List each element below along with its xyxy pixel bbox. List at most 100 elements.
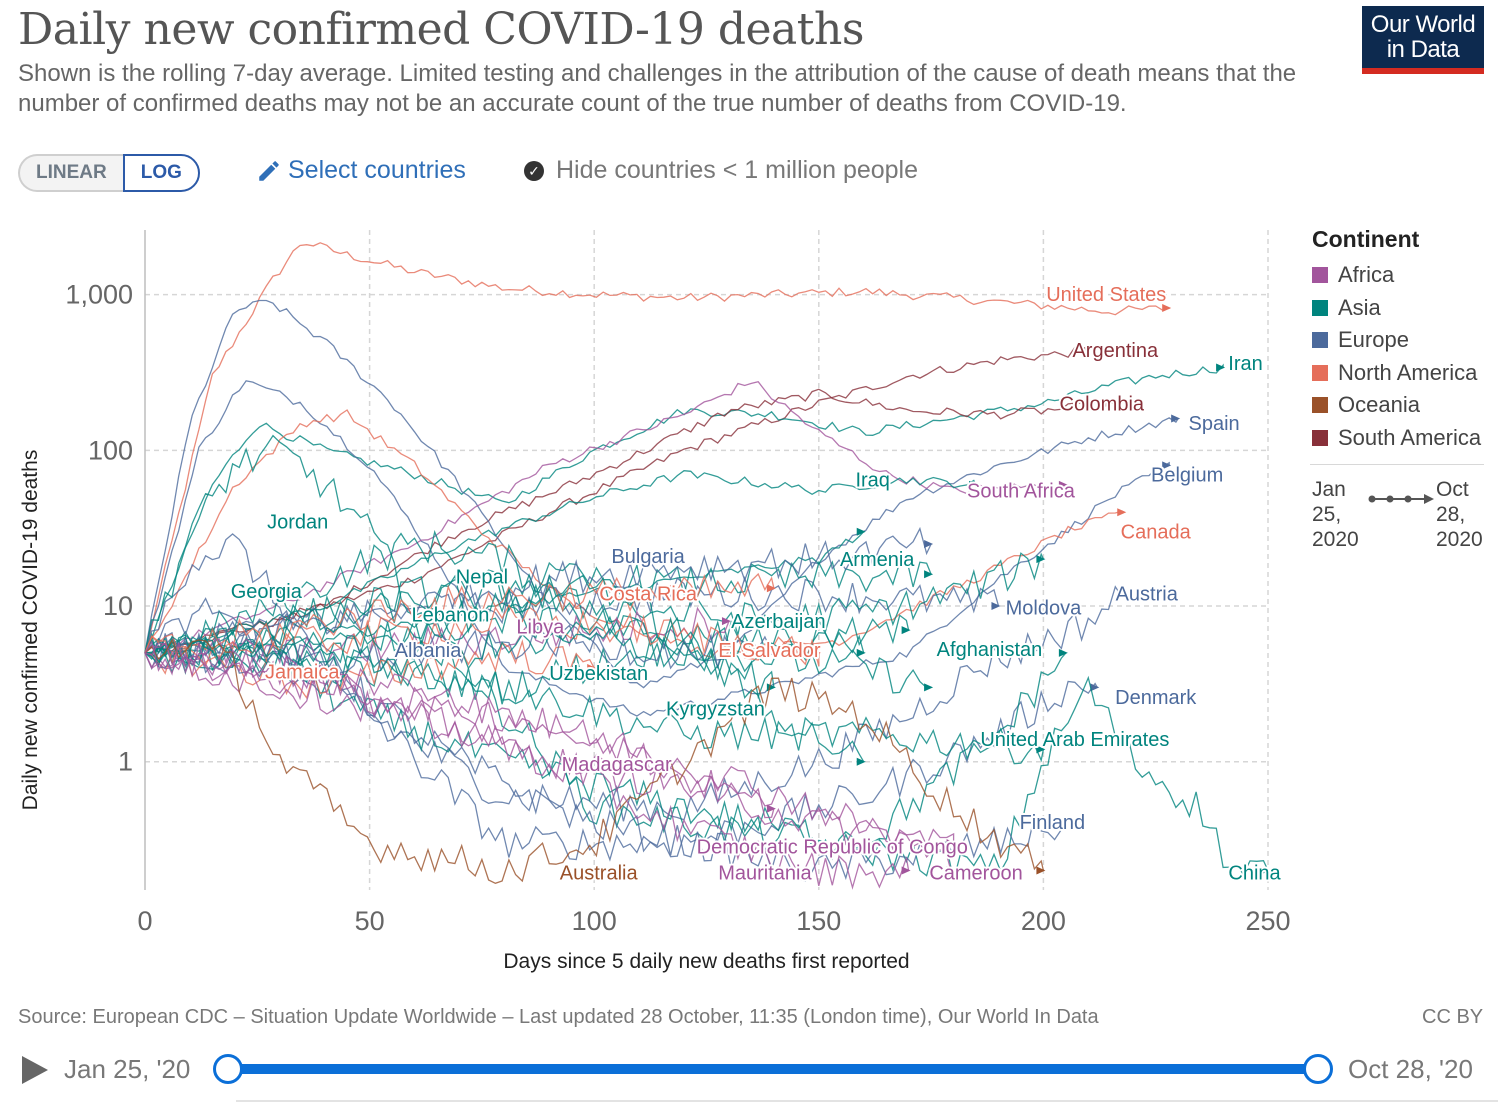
country-label-iraq: Iraq	[855, 469, 889, 491]
series-line-lebanon	[144, 614, 910, 705]
legend-swatch	[1312, 364, 1328, 381]
play-icon[interactable]	[20, 1054, 50, 1086]
series-end-marker-united-arab-emirates	[1036, 745, 1046, 754]
owid-logo[interactable]: Our World in Data	[1362, 6, 1484, 74]
country-label-argentina: Argentina	[1072, 340, 1158, 362]
legend-swatch	[1312, 429, 1328, 446]
license-link[interactable]: CC BY	[1422, 1006, 1484, 1028]
legend-label: South America	[1338, 424, 1482, 450]
series-end-marker-democratic-republic-of-congo	[946, 839, 956, 848]
logo-line-1: Our World	[1370, 11, 1476, 38]
series-end-marker-nepal	[924, 570, 934, 579]
series-line-madagascar	[144, 640, 775, 819]
series-end-marker-costa-rica	[766, 584, 776, 593]
checkbox-checked-icon[interactable]: ✓	[524, 160, 544, 181]
series-end-marker-south-africa	[1058, 480, 1068, 489]
timeline-arrow-icon	[1368, 494, 1434, 504]
series-end-marker-belgium	[1162, 461, 1172, 470]
country-label-democratic-republic-of-congo: Democratic Republic of Congo	[697, 837, 968, 859]
legend-title: Continent	[1312, 226, 1420, 252]
series-end-marker-argentina	[1081, 346, 1091, 355]
series-end-marker-libya	[721, 617, 731, 626]
series-end-marker-georgia	[1036, 555, 1046, 564]
legend: Continent Africa Asia Europe North America O…	[1310, 226, 1496, 552]
legend-swatch	[1312, 267, 1328, 284]
legend-item-north-america[interactable]: North America	[1312, 357, 1496, 390]
series-end-marker-el-salvador	[811, 648, 821, 657]
country-label-jordan: Jordan	[267, 511, 328, 533]
country-label-lebanon: Lebanon	[412, 605, 490, 627]
country-label-australia: Australia	[560, 862, 639, 884]
series-end-marker-kyrgyzstan	[856, 757, 866, 766]
country-label-denmark: Denmark	[1115, 687, 1197, 709]
series-end-marker-australia	[1036, 866, 1046, 875]
source-note[interactable]: Source: European CDC – Situation Update …	[18, 1006, 1099, 1028]
log-scale-button[interactable]: LOG	[122, 154, 200, 192]
country-label-bulgaria: Bulgaria	[611, 546, 685, 568]
country-label-albania: Albania	[395, 640, 463, 662]
logo-line-2: in Data	[1386, 36, 1460, 63]
legend-date-end-month: Oct	[1436, 478, 1469, 501]
series-end-marker-spain	[1171, 414, 1181, 423]
hide-small-countries-toggle[interactable]: ✓ Hide countries < 1 million people	[524, 156, 918, 185]
legend-label: Africa	[1338, 262, 1395, 288]
country-label-jamaica: Jamaica	[265, 661, 340, 683]
timeline-end-handle[interactable]	[1303, 1054, 1333, 1084]
series-line-south-africa	[144, 380, 1067, 656]
country-label-costa-rica: Costa Rica	[599, 584, 698, 606]
country-label-austria: Austria	[1116, 584, 1179, 606]
chart-subtitle: Shown is the rolling 7-day average. Limi…	[18, 60, 1297, 117]
series-end-marker-colombia	[1103, 399, 1113, 408]
series-line-finland	[144, 633, 1067, 882]
hide-small-countries-label: Hide countries < 1 million people	[556, 156, 919, 184]
legend-label: Europe	[1338, 327, 1409, 353]
legend-item-europe[interactable]: Europe	[1312, 324, 1496, 357]
legend-item-asia[interactable]: Asia	[1312, 292, 1496, 325]
series-end-marker-jamaica	[587, 663, 597, 672]
series-line-colombia	[144, 388, 1112, 654]
series-line-georgia	[144, 552, 1044, 666]
country-label-canada: Canada	[1121, 522, 1192, 544]
series-end-marker-united-states	[1162, 304, 1172, 313]
timeline-start-handle[interactable]	[213, 1054, 243, 1084]
series-end-marker-iran	[1216, 363, 1226, 372]
series-end-marker-uzbekistan	[766, 683, 776, 692]
country-label-mauritania: Mauritania	[718, 862, 812, 884]
x-tick-label: 100	[572, 906, 617, 936]
country-label-finland: Finland	[1020, 812, 1086, 834]
series-line-azerbaijan	[144, 605, 865, 667]
legend-date-start-day: 25,	[1312, 503, 1342, 526]
series-end-marker-iraq	[969, 480, 979, 489]
series-line-united-states	[144, 242, 1170, 654]
series-end-marker-afghanistan	[924, 683, 934, 692]
series-line-canada	[144, 409, 1125, 658]
bottom-divider	[236, 1100, 1498, 1102]
chart-title: Daily new confirmed COVID-19 deaths	[18, 4, 864, 55]
series-end-marker-lebanon	[901, 626, 911, 635]
series-end-marker-azerbaijan	[856, 648, 866, 657]
legend-date-range: Jan 25, 2020 Oct 28, 2020	[1312, 477, 1496, 552]
country-label-nepal: Nepal	[456, 566, 508, 588]
series-line-china	[144, 434, 1269, 881]
series-end-marker-bulgaria	[924, 540, 934, 549]
y-tick-label: 10	[103, 591, 133, 621]
y-tick-label: 1,000	[65, 280, 133, 310]
select-countries-button[interactable]: Select countries	[256, 156, 466, 185]
country-label-moldova: Moldova	[1006, 597, 1082, 619]
legend-item-south-america[interactable]: South America	[1312, 422, 1496, 455]
country-label-armenia: Armenia	[840, 549, 915, 571]
country-label-afghanistan: Afghanistan	[937, 639, 1043, 661]
country-label-colombia: Colombia	[1060, 393, 1145, 415]
legend-item-africa[interactable]: Africa	[1312, 259, 1496, 292]
y-tick-label: 100	[88, 435, 133, 465]
linear-scale-button[interactable]: LINEAR	[18, 154, 123, 192]
series-end-marker-jordan	[1058, 648, 1068, 657]
line-chart: United States Argentina Iran Colombia Spain B…	[19, 230, 1291, 973]
timeline-slider-track[interactable]	[226, 1064, 1316, 1074]
legend-item-oceania[interactable]: Oceania	[1312, 389, 1496, 422]
country-label-united-states: United States	[1046, 284, 1166, 306]
series-end-marker-moldova	[991, 602, 1001, 611]
x-tick-label: 150	[796, 906, 841, 936]
country-label-china: China	[1228, 862, 1281, 884]
series-end-marker-china	[1261, 866, 1270, 875]
